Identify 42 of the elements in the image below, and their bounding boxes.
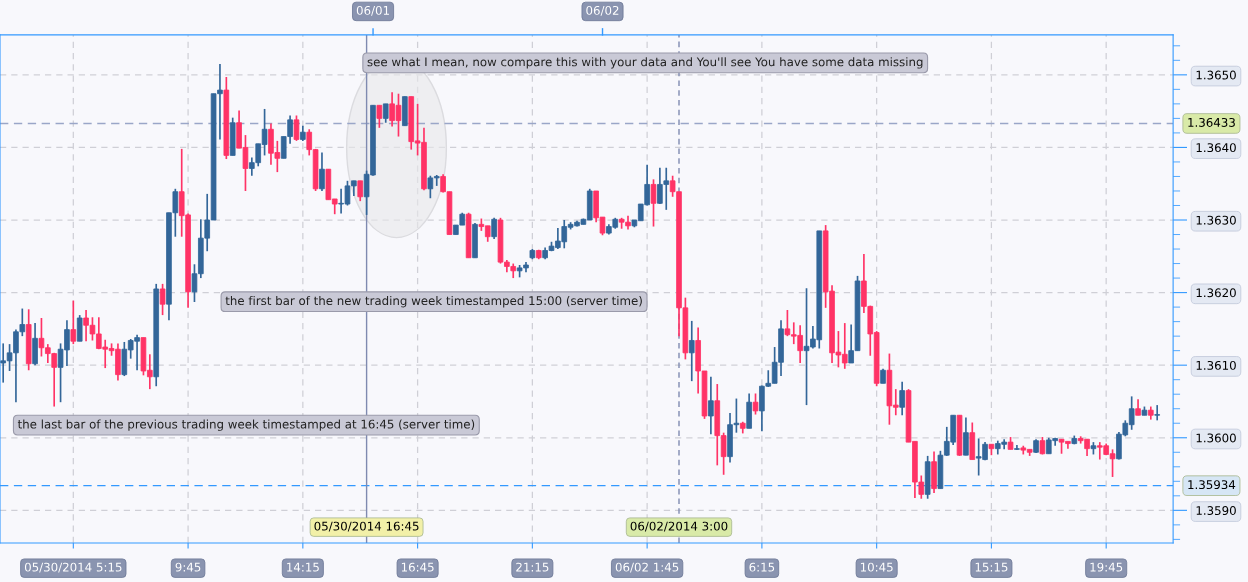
y-tick-label: 1.3640: [1196, 143, 1236, 153]
candlestick: [70, 299, 77, 345]
y-tick-label: 1.3620: [1196, 288, 1236, 298]
candlestick: [650, 178, 657, 228]
x-tick-label: 19:45: [1090, 562, 1123, 572]
x-tick-label: 9:45: [175, 562, 201, 572]
candlestick: [899, 381, 905, 417]
candlestick: [382, 103, 389, 124]
candlestick: [357, 179, 364, 202]
candlestick: [76, 314, 83, 343]
y-tick-label: 1.3610: [1196, 360, 1236, 370]
candlestick: [708, 375, 714, 435]
x-tick-label: 21:15: [516, 562, 549, 572]
x-tick-label: 6:15: [749, 562, 775, 572]
x-tick-label: 10:45: [860, 562, 893, 572]
annotation: 05/30/2014 16:45: [314, 521, 419, 532]
annotation: the first bar of the new trading week timestamped 15:00 (server time): [225, 295, 642, 308]
y-tick-label: 1.3650: [1196, 70, 1236, 80]
y-tick-label: 1.3590: [1196, 506, 1236, 515]
annotation: 06/02/2014 3:00: [630, 521, 728, 532]
candlestick: [376, 104, 383, 129]
candlestick: [752, 392, 759, 416]
x-tick-label: 14:15: [287, 562, 319, 572]
candlestick: [963, 416, 969, 457]
ref-line-label: 1.35934: [1188, 480, 1236, 490]
x-tick-label: 15:15: [975, 562, 1008, 572]
text: 06/01: [356, 5, 389, 16]
candlestick: [491, 216, 497, 240]
ref-line-label: 1.36433: [1188, 117, 1235, 127]
x-tick-label: 06/02 1:45: [615, 562, 679, 573]
candlestick: [293, 114, 300, 142]
candlestick: [1154, 404, 1160, 422]
annotation: see what I mean, now compare this with your data and You'll see You have some data missing: [367, 57, 923, 69]
candlestick: [319, 151, 325, 192]
y-tick-label: 1.3630: [1196, 215, 1236, 225]
x-tick-label: 05/30/2014 5:15: [24, 562, 122, 573]
annotation: the last bar of the previous trading week timestamped at 16:45 (server time): [17, 419, 475, 431]
y-tick-label: 1.3600: [1196, 433, 1236, 443]
candlestick: [688, 320, 695, 382]
candlestick: [159, 283, 166, 316]
text: 06/02: [586, 5, 619, 16]
x-tick-label: 16:45: [401, 562, 434, 572]
